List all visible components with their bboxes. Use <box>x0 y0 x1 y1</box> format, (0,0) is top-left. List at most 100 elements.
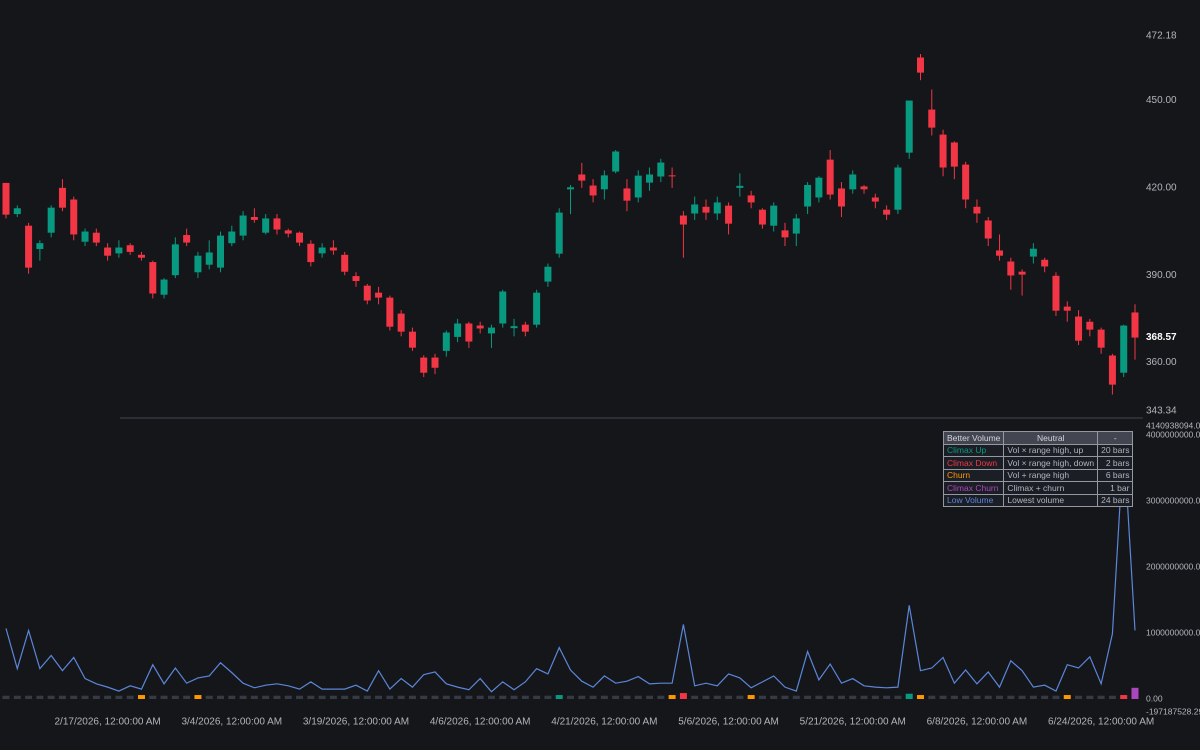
table-row: Climax Churn Climax + churn 1 bar <box>942 481 1134 495</box>
volume-bar <box>668 695 676 699</box>
volume-bar <box>905 693 913 699</box>
volume-bar <box>454 695 462 699</box>
volume-bar <box>70 695 78 699</box>
table-row: Churn Vol + range high 6 bars <box>942 468 1134 482</box>
volume-bar <box>284 695 292 699</box>
candle-body <box>973 206 981 214</box>
candle-body <box>725 205 733 224</box>
candle-body <box>533 292 541 325</box>
candle-body <box>465 323 473 342</box>
volume-bar <box>826 695 834 699</box>
candle-body <box>837 188 845 207</box>
table-cell: Neutral <box>1003 431 1099 445</box>
candle-body <box>171 244 179 276</box>
candle-body <box>1041 259 1049 267</box>
volume-bar <box>962 695 970 699</box>
volume-bar <box>228 695 236 699</box>
volume-bar <box>58 695 66 699</box>
volume-bar <box>307 695 315 699</box>
y-tick-label: 0.00 <box>1146 693 1163 703</box>
volume-line <box>5 440 1136 693</box>
volume-bar <box>420 695 428 699</box>
volume-bar <box>487 695 495 699</box>
volume-bar <box>837 695 845 699</box>
volume-bar <box>702 695 710 699</box>
candle-body <box>13 208 21 215</box>
volume-bar <box>476 695 484 699</box>
volume-bar <box>883 695 891 699</box>
y-tick-label: 3000000000.00 <box>1146 495 1200 505</box>
volume-bar <box>160 695 168 699</box>
volume-bar <box>567 695 574 699</box>
candle-body <box>296 232 304 243</box>
volume-bar <box>1052 695 1060 699</box>
candle-body <box>646 174 654 183</box>
candle-body <box>363 285 371 301</box>
candle-body <box>567 187 574 190</box>
volume-bar <box>318 695 326 699</box>
candle-body <box>691 204 699 214</box>
volume-bar <box>510 695 518 699</box>
volume-bar <box>634 695 642 699</box>
volume-bar <box>465 695 473 699</box>
candle-body <box>375 292 383 298</box>
candle-body <box>600 175 608 190</box>
candle-body <box>521 324 529 332</box>
volume-bar <box>747 695 755 699</box>
candle-body <box>804 184 812 207</box>
table-cell: Vol × range high, down <box>1003 456 1099 470</box>
volume-bar <box>205 695 213 699</box>
candle-body <box>679 215 687 225</box>
x-tick-label: 3/4/2026, 12:00:00 AM <box>181 717 282 728</box>
candle-body <box>239 215 247 236</box>
stats-table: Better Volume Neutral - Climax Up Vol × rang… <box>942 431 1134 507</box>
y-tick-label: 450.00 <box>1146 95 1177 106</box>
volume-bar <box>815 695 823 699</box>
y-tick-label: 4140938094.05 <box>1146 420 1200 430</box>
candle-body <box>137 254 145 258</box>
volume-bar <box>939 695 947 699</box>
volume-bar <box>533 695 541 699</box>
volume-bar <box>386 695 394 699</box>
volume-bar <box>329 695 337 699</box>
volume-bar <box>442 695 450 699</box>
volume-bar <box>984 695 992 699</box>
candle-body <box>702 206 710 213</box>
volume-bar <box>1086 695 1094 699</box>
candle-body <box>284 230 292 234</box>
volume-bar <box>996 695 1004 699</box>
candle-body <box>126 245 134 252</box>
volume-bar <box>171 695 179 699</box>
candle-body <box>623 188 631 201</box>
volume-bar <box>623 695 631 699</box>
candle-body <box>1108 355 1116 385</box>
candle-body <box>1120 325 1128 373</box>
volume-bar <box>183 695 191 699</box>
candle-body <box>47 207 55 233</box>
candle-body <box>860 186 868 190</box>
candle-body <box>408 331 416 348</box>
volume-bar <box>860 695 868 699</box>
candle-body <box>792 218 800 234</box>
candle-body <box>657 162 665 177</box>
y-tick-label: 420.00 <box>1146 183 1177 194</box>
candle-body <box>612 151 620 172</box>
volume-bar <box>104 695 112 699</box>
candle-body <box>1075 316 1083 341</box>
candle-body <box>25 225 33 268</box>
volume-bar <box>1131 687 1139 699</box>
x-tick-label: 5/21/2026, 12:00:00 AM <box>800 717 906 728</box>
candle-body <box>510 326 518 329</box>
volume-bar <box>36 695 44 699</box>
candle-body <box>928 109 936 128</box>
volume-bar <box>1041 695 1049 699</box>
candle-body <box>92 232 100 243</box>
candle-body <box>205 252 213 265</box>
volume-bar <box>725 695 733 699</box>
volume-bar <box>431 695 439 699</box>
candle-body <box>826 159 834 195</box>
table-cell: Climax Churn <box>942 481 1005 495</box>
candle-body <box>329 247 337 251</box>
volume-bar <box>736 695 744 699</box>
